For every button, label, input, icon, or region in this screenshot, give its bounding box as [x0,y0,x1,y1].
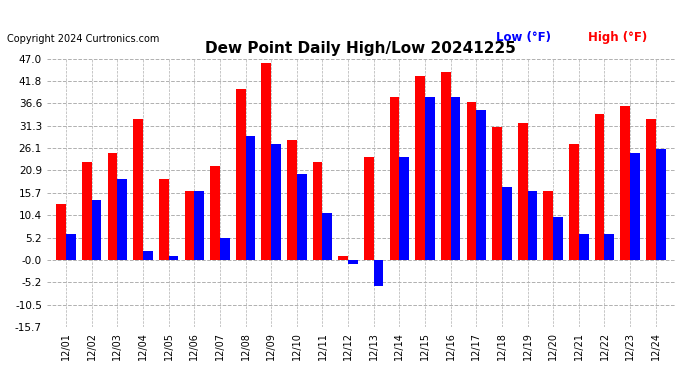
Text: High (°F): High (°F) [589,31,648,44]
Bar [646,119,656,260]
Bar [348,260,358,264]
Bar [297,174,306,260]
Bar [425,98,435,260]
Bar [322,213,332,260]
Title: Dew Point Daily High/Low 20241225: Dew Point Daily High/Low 20241225 [206,41,516,56]
Bar [271,144,281,260]
Bar [108,153,117,260]
Bar [210,166,220,260]
Bar [476,110,486,260]
Bar [374,260,384,285]
Bar [82,162,92,260]
Bar [287,140,297,260]
Bar [415,76,425,260]
Bar [57,204,66,260]
Bar [518,123,528,260]
Bar [502,187,512,260]
Bar [451,98,460,260]
Bar [66,234,76,260]
Bar [364,157,374,260]
Bar [630,153,640,260]
Bar [656,148,666,260]
Bar [184,192,195,260]
Bar [133,119,143,260]
Bar [400,157,409,260]
Bar [579,234,589,260]
Bar [338,256,348,260]
Bar [236,89,246,260]
Bar [168,256,179,260]
Bar [544,192,553,260]
Bar [441,72,451,260]
Bar [92,200,101,260]
Bar [220,238,230,260]
Bar [553,217,563,260]
Bar [246,136,255,260]
Bar [159,178,168,260]
Text: Low (°F): Low (°F) [496,31,551,44]
Bar [528,192,538,260]
Bar [262,63,271,260]
Bar [466,102,476,260]
Bar [195,192,204,260]
Bar [620,106,630,260]
Bar [313,162,322,260]
Bar [569,144,579,260]
Bar [390,98,400,260]
Bar [143,251,152,260]
Bar [604,234,614,260]
Bar [117,178,127,260]
Text: Copyright 2024 Curtronics.com: Copyright 2024 Curtronics.com [7,34,159,44]
Bar [595,114,604,260]
Bar [492,127,502,260]
